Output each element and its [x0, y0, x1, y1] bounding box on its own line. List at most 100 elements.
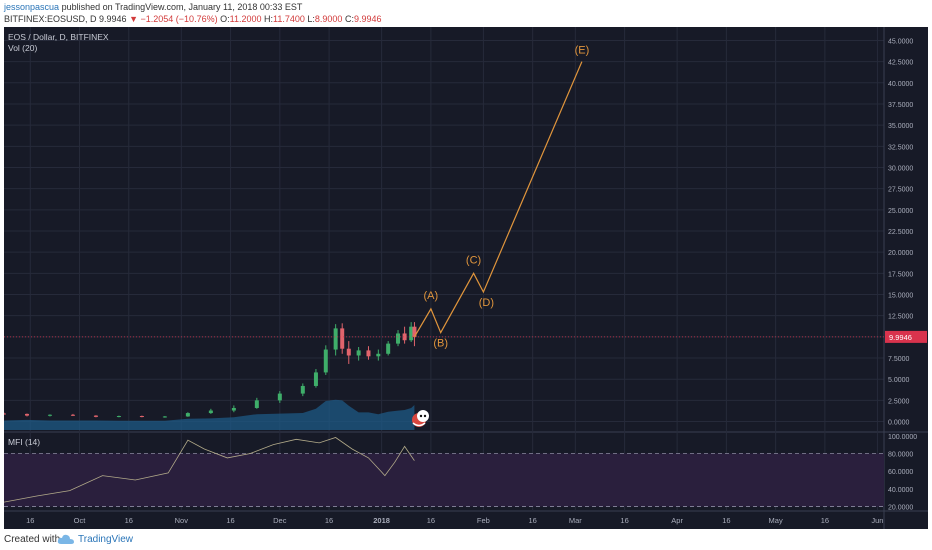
candle-body	[185, 413, 190, 417]
candle-body	[300, 385, 305, 394]
candle-body	[93, 415, 98, 417]
elliott-wave-labels: (A) (B) (C) (D) (E)	[424, 45, 590, 350]
time-tick-label: 2018	[373, 516, 390, 525]
mfi-axis[interactable]: 100.0000 80.0000 60.0000 40.0000 20.0000	[888, 434, 917, 512]
mfi-line	[4, 437, 415, 503]
candle-body	[333, 328, 338, 350]
candle-body	[409, 326, 414, 341]
last-price: 9.9946	[99, 14, 127, 24]
candle-body	[208, 410, 213, 414]
time-axis[interactable]: 16 Oct 16 Nov 16 Dec 16 2018 16 Feb 16 Mar 16 Apr 16 Ma…	[26, 516, 883, 525]
time-tick-label: 16	[722, 516, 730, 525]
emoji-sticker-icon	[412, 410, 429, 427]
volume-area-shape	[4, 399, 415, 430]
candle-body	[366, 350, 371, 357]
open-value: 11.2000	[229, 14, 262, 24]
created-with-label: Created with	[4, 534, 61, 545]
down-arrow-icon: ▼	[129, 14, 138, 24]
current-price-badge-label: 9.9946	[889, 333, 912, 342]
time-tick-label: Apr	[671, 516, 683, 525]
ohlc-readout: BITFINEX:EOSUSD, D 9.9946 ▼ −1.2054 (−10…	[4, 14, 381, 24]
candle-body	[376, 353, 381, 357]
wave-label: (C)	[466, 254, 481, 266]
price-tick-label: 12.5000	[888, 314, 913, 321]
candle-body	[346, 348, 351, 356]
price-tick-label: 42.5000	[888, 60, 913, 67]
time-tick-label: May	[769, 516, 783, 525]
publish-info: jessonpascua published on TradingView.co…	[4, 2, 302, 12]
time-tick-label: 16	[325, 516, 333, 525]
candle-body	[4, 413, 6, 415]
candle-body	[356, 350, 361, 356]
price-change: −1.2054 (−10.76%)	[140, 14, 218, 24]
time-tick-label: Jun	[871, 516, 883, 525]
time-tick-label: Oct	[74, 516, 87, 525]
time-tick-label: Dec	[273, 516, 287, 525]
mfi-band-fill	[4, 453, 884, 507]
tradingview-brand-link[interactable]: TradingView	[78, 534, 134, 545]
mfi-tick-label: 20.0000	[888, 505, 913, 512]
candle-body	[412, 326, 417, 337]
high-value: 11.7400	[273, 14, 305, 24]
price-tick-label: 22.5000	[888, 229, 913, 236]
time-tick-label: Feb	[477, 516, 490, 525]
price-tick-label: 17.5000	[888, 271, 913, 278]
chart-area[interactable]: (A) (B) (C) (D) (E) 45.0000 42.5000 40.0000 37.…	[4, 27, 928, 529]
price-tick-label: 5.0000	[888, 377, 910, 384]
time-tick-label: 16	[226, 516, 234, 525]
time-tick-label: Nov	[175, 516, 189, 525]
mfi-title: MFI (14)	[8, 437, 40, 447]
mfi-tick-label: 100.0000	[888, 434, 917, 441]
candle-body	[162, 416, 167, 418]
symbol-label: BITFINEX:EOSUSD, D	[4, 14, 97, 24]
close-value: 9.9946	[353, 14, 382, 24]
candle-body	[254, 400, 259, 408]
volume-area	[4, 399, 415, 430]
low-value: 8.9000	[314, 14, 343, 24]
price-tick-label: 45.0000	[888, 38, 913, 45]
chart-canvas[interactable]: (A) (B) (C) (D) (E) 45.0000 42.5000 40.0000 37.…	[4, 27, 928, 529]
candle-body	[323, 349, 328, 373]
time-tick-label: 16	[821, 516, 829, 525]
time-tick-label: 16	[26, 516, 34, 525]
close-label: C:	[344, 14, 354, 24]
candle-body	[277, 393, 282, 401]
price-tick-label: 32.5000	[888, 144, 913, 151]
current-price-badge	[885, 330, 927, 343]
price-tick-label: 25.0000	[888, 208, 913, 215]
price-tick-label: 30.0000	[888, 165, 913, 172]
wave-label: (E)	[575, 45, 590, 57]
price-tick-label: 15.0000	[888, 293, 913, 300]
footer: Created with TradingView	[0, 530, 932, 550]
series-title: EOS / Dollar, D, BITFINEX	[8, 32, 109, 42]
grid-lines	[4, 27, 928, 529]
high-label: H:	[264, 14, 273, 24]
mfi-tick-label: 40.0000	[888, 487, 913, 494]
author-link[interactable]: jessonpascua	[4, 2, 60, 12]
candle-body	[396, 333, 401, 344]
price-tick-label: 7.5000	[888, 356, 910, 363]
tradingview-cloud-icon	[57, 534, 75, 545]
time-tick-label: 16	[528, 516, 536, 525]
candle-body	[231, 407, 236, 411]
candles	[4, 322, 417, 418]
price-tick-label: 0.0000	[888, 420, 910, 427]
price-axis[interactable]: 45.0000 42.5000 40.0000 37.5000 35.0000 32.50…	[888, 38, 913, 426]
candle-body	[313, 372, 318, 386]
candle-body	[24, 413, 29, 416]
mfi-tick-label: 80.0000	[888, 451, 913, 458]
elliott-wave-path	[413, 61, 583, 338]
time-tick-label: Mar	[569, 516, 582, 525]
price-tick-label: 37.5000	[888, 102, 913, 109]
publish-header: jessonpascua published on TradingView.co…	[0, 0, 932, 26]
price-tick-label: 27.5000	[888, 187, 913, 194]
time-tick-label: 16	[427, 516, 435, 525]
price-tick-label: 35.0000	[888, 123, 913, 130]
candle-body	[116, 416, 121, 418]
open-label: O:	[220, 14, 230, 24]
wave-label: (D)	[479, 297, 494, 309]
candle-body	[70, 414, 75, 416]
volume-title: Vol (20)	[8, 43, 37, 53]
time-tick-label: 16	[620, 516, 628, 525]
wave-label: (B)	[433, 338, 448, 350]
